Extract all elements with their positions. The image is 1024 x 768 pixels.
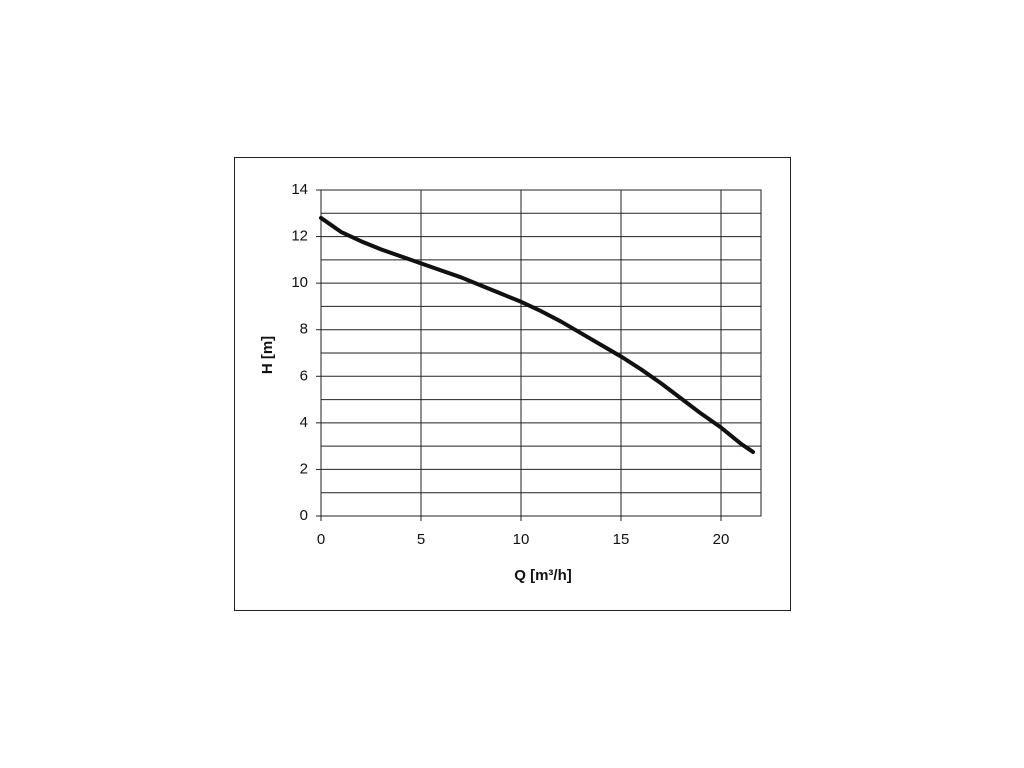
x-axis-label: Q [m³/h]: [514, 567, 572, 584]
x-tick-label: 5: [417, 531, 425, 548]
y-tick-label: 8: [300, 321, 308, 338]
y-tick-label: 4: [300, 414, 308, 431]
x-tick-label: 0: [317, 531, 325, 548]
chart-frame: [234, 157, 791, 611]
x-tick-label: 20: [713, 531, 730, 548]
y-tick-label: 12: [291, 228, 308, 245]
y-tick-label: 10: [291, 274, 308, 291]
y-axis-label: H [m]: [259, 336, 276, 374]
x-tick-label: 15: [613, 531, 630, 548]
plot-area: [320, 189, 762, 517]
x-tick-label: 10: [513, 531, 530, 548]
data-line: [319, 215, 755, 454]
y-tick-label: 2: [300, 460, 308, 477]
y-tick-label: 6: [300, 367, 308, 384]
y-tick-label: 14: [291, 181, 308, 198]
y-tick-label: 0: [300, 507, 308, 524]
